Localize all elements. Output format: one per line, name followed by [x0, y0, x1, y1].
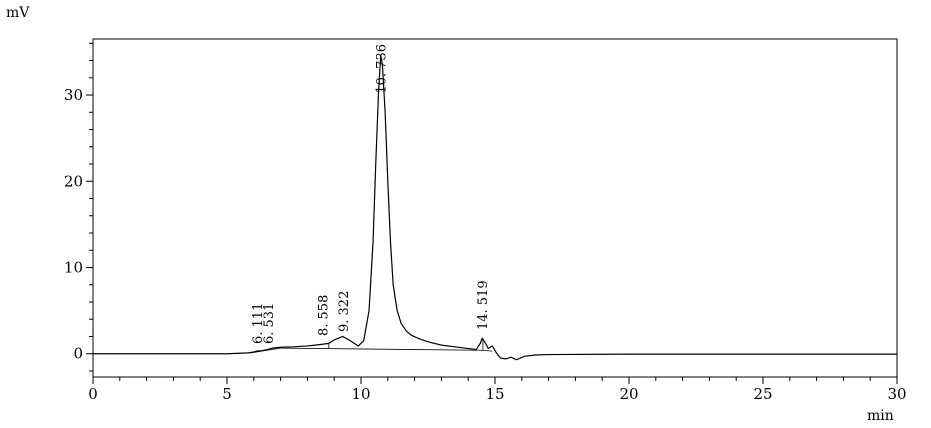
y-axis-unit-label: mV [6, 5, 30, 21]
x-tick-label: 30 [887, 385, 906, 403]
peak-retention-label: 14. 519 [476, 280, 491, 330]
axes-layer: 0 5 10 15 20 25 30 0 10 20 30 [64, 42, 907, 403]
integration-baseline [280, 347, 482, 351]
baseline-layer [251, 339, 493, 354]
x-tick-label: 20 [619, 385, 638, 403]
peak-retention-label: 9. 322 [337, 291, 352, 332]
x-tick-label: 10 [351, 385, 370, 403]
integration-baseline [251, 347, 281, 354]
peak-retention-label: 10. 736 [375, 44, 390, 94]
signal-trace [93, 54, 897, 361]
x-tick-label: 0 [88, 385, 98, 403]
plot-frame [92, 38, 898, 378]
y-tick-label: 10 [64, 258, 83, 276]
integration-baseline [481, 349, 493, 352]
peak-retention-label: 6. 531 [262, 303, 277, 344]
peak-retention-label: 8. 558 [316, 295, 331, 336]
peak-retention-label: 6. 111 [251, 303, 266, 344]
x-tick-label: 5 [222, 385, 232, 403]
y-tick-label: 20 [64, 172, 83, 190]
x-tick-label: 15 [485, 385, 504, 403]
y-tick-label: 30 [64, 86, 83, 104]
y-tick-label: 0 [73, 345, 83, 363]
x-axis-unit-label: min [867, 408, 894, 424]
series-layer [93, 54, 897, 361]
x-tick-label: 25 [753, 385, 772, 403]
